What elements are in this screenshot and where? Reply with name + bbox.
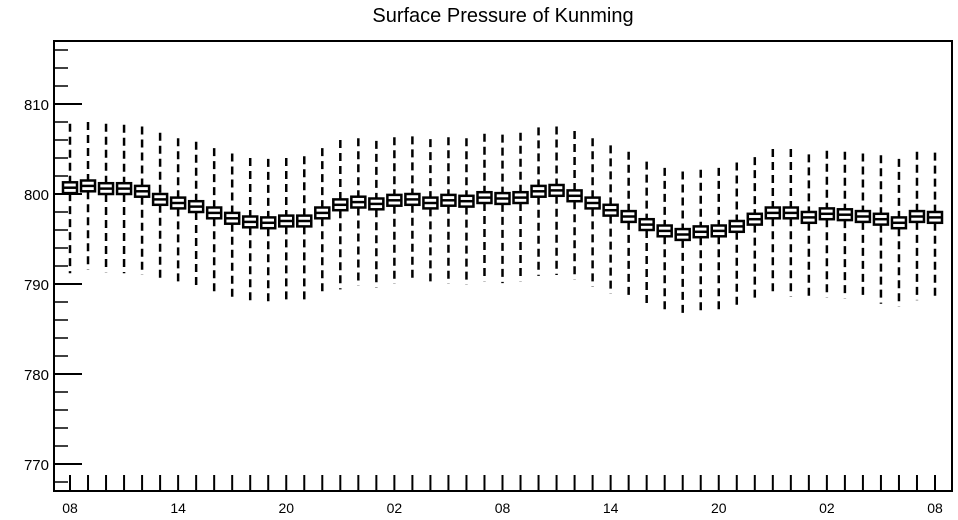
box-item — [638, 161, 655, 307]
box-item — [151, 132, 169, 282]
box-item — [530, 127, 547, 276]
box-item — [512, 132, 529, 282]
box-item — [133, 126, 151, 275]
box-item — [368, 140, 385, 288]
box-item — [818, 150, 836, 298]
plot-area: 770 780 790 800 810 08 14 20 02 08 14 20 02 08 — [24, 40, 953, 516]
x-tick-label: 14 — [603, 500, 619, 516]
box-item — [602, 145, 619, 294]
box-item — [890, 158, 908, 307]
plot-frame — [53, 40, 953, 492]
box-item — [386, 137, 403, 284]
box-item — [782, 149, 800, 297]
box-item — [97, 123, 115, 273]
box-item — [746, 157, 764, 301]
box-item — [710, 167, 727, 311]
y-tick-label: 790 — [24, 277, 49, 294]
box-item — [205, 148, 223, 293]
box-item — [404, 136, 421, 282]
x-tick-label: 14 — [170, 500, 186, 516]
box-item — [620, 151, 637, 300]
box-item — [674, 171, 691, 315]
y-tick-label: 780 — [24, 367, 49, 384]
box-item — [854, 153, 872, 300]
x-tick-label: 08 — [62, 500, 78, 516]
box-item — [187, 141, 205, 288]
box-item — [476, 133, 493, 282]
box-item — [872, 155, 890, 304]
box-item — [350, 138, 367, 286]
box-item — [764, 149, 782, 295]
y-tick-label: 770 — [24, 457, 49, 474]
box-item — [458, 138, 475, 285]
box-item — [926, 152, 944, 301]
box-item — [566, 131, 583, 280]
box-item — [836, 151, 854, 299]
box-item — [314, 148, 331, 293]
box-item — [584, 138, 601, 287]
box-item — [908, 151, 926, 301]
x-tick-label: 02 — [819, 500, 835, 516]
y-tick-label: 800 — [24, 187, 49, 204]
box-item — [169, 138, 187, 284]
box-item — [332, 140, 349, 290]
box-item — [259, 158, 277, 302]
x-tick-label: 08 — [495, 500, 511, 516]
chart-title: Surface Pressure of Kunming — [372, 5, 633, 27]
box-item — [61, 123, 79, 274]
x-tick-label: 08 — [927, 500, 943, 516]
x-tick-label: 20 — [278, 500, 294, 516]
y-tick-label: 810 — [24, 97, 49, 114]
box-item — [728, 162, 746, 308]
x-tick-label: 02 — [387, 500, 403, 516]
box-item — [800, 154, 818, 301]
box-item — [223, 153, 241, 299]
box-item — [494, 134, 511, 284]
box-item — [296, 156, 313, 302]
box-item — [79, 122, 97, 270]
box-item — [548, 126, 565, 275]
x-tick-label: 20 — [711, 500, 727, 516]
box-item — [422, 139, 439, 284]
box-item — [241, 158, 259, 302]
box-item — [278, 158, 295, 302]
box-item — [656, 167, 673, 313]
box-item — [440, 137, 457, 284]
box-item — [692, 169, 709, 312]
box-item — [115, 124, 133, 274]
